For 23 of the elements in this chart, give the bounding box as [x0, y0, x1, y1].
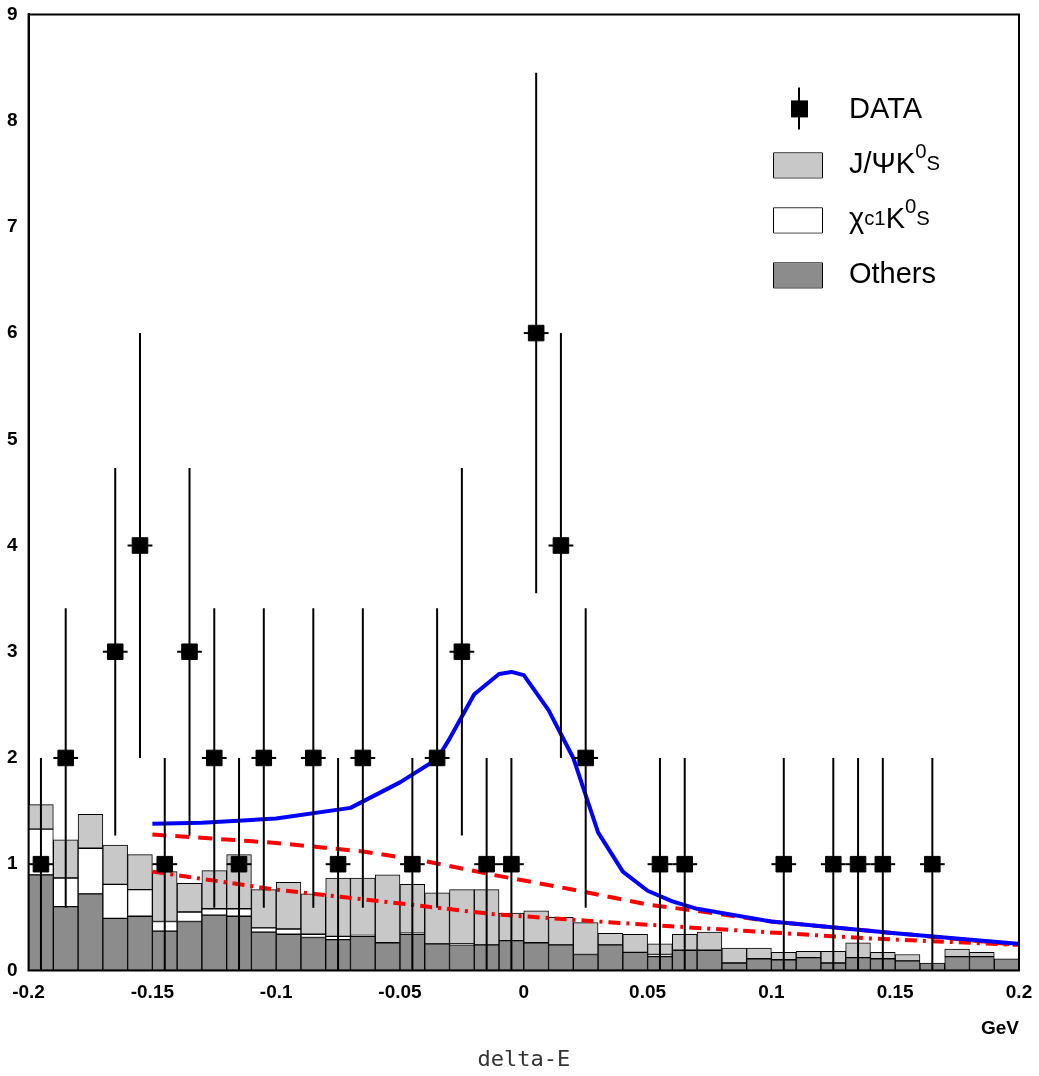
y-tick-label: 6 [6, 321, 18, 343]
x-tick-label: 0.05 [629, 981, 667, 1003]
text: delta-E [477, 1045, 571, 1071]
x-tick-label: -0.05 [378, 981, 423, 1003]
legend-label: DATA [849, 92, 923, 125]
x-tick-label: 0.1 [758, 981, 786, 1003]
y-tick-label: 8 [6, 108, 18, 130]
y-tick-label: 2 [6, 746, 18, 768]
y-tick-label: 3 [6, 639, 18, 661]
x-tick-label: 0 [518, 981, 530, 1003]
legend-label: Others [849, 257, 937, 290]
x-tick-label: -0.2 [12, 981, 45, 1003]
y-tick-label: 7 [6, 215, 18, 237]
x-tick-label: -0.15 [130, 981, 175, 1003]
y-tick-label: 1 [6, 852, 18, 874]
x-axis-title: GeV [980, 1016, 1020, 1038]
y-tick-label: 4 [6, 533, 18, 555]
y-tick-label: 0 [6, 958, 18, 980]
y-tick-label: 5 [6, 427, 18, 449]
x-tick-label: -0.1 [259, 981, 293, 1003]
x-tick-label: 0.15 [876, 981, 915, 1003]
x-tick-label: 0.2 [1005, 981, 1033, 1003]
y-tick-label: 9 [6, 2, 18, 24]
